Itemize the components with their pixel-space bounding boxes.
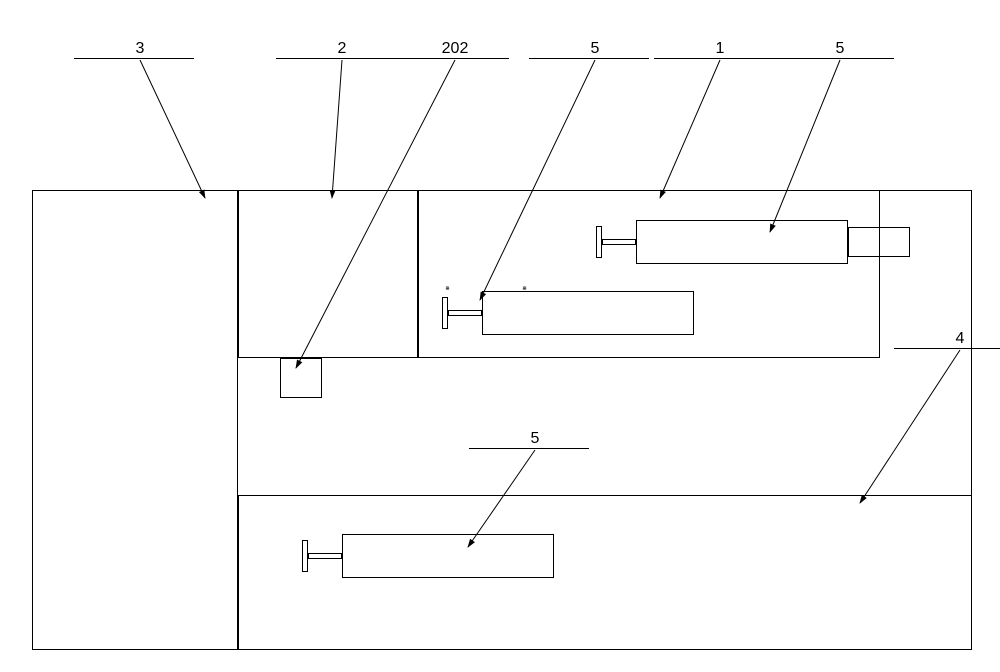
- label-5b: 5: [836, 40, 845, 58]
- syringe-body: [636, 220, 848, 264]
- left-block: [32, 190, 238, 650]
- plunger-rod: [308, 553, 342, 559]
- marker-0: ⋇: [445, 285, 450, 292]
- plunger-rod: [602, 239, 636, 245]
- syringe-tail: [848, 227, 910, 258]
- syringe-body: [342, 534, 554, 578]
- label-5a: 5: [591, 40, 600, 58]
- underline-1: [654, 58, 774, 59]
- diagram-stage: 3 2 202 5 1 5 4 5 ⋇ ⋇: [0, 0, 1000, 672]
- underline-5b: [774, 58, 894, 59]
- label-3: 3: [136, 40, 145, 58]
- marker-1: ⋇: [522, 285, 527, 292]
- syringe-body: [482, 291, 694, 335]
- label-1: 1: [716, 40, 725, 58]
- underline-3: [74, 58, 194, 59]
- underline-5a: [529, 58, 649, 59]
- label-2: 2: [338, 40, 347, 58]
- underline-2: [276, 58, 396, 59]
- small-202: [280, 358, 322, 398]
- box-2: [238, 190, 418, 358]
- label-202: 202: [442, 40, 469, 58]
- plunger-rod: [448, 310, 482, 316]
- underline-202: [389, 58, 509, 59]
